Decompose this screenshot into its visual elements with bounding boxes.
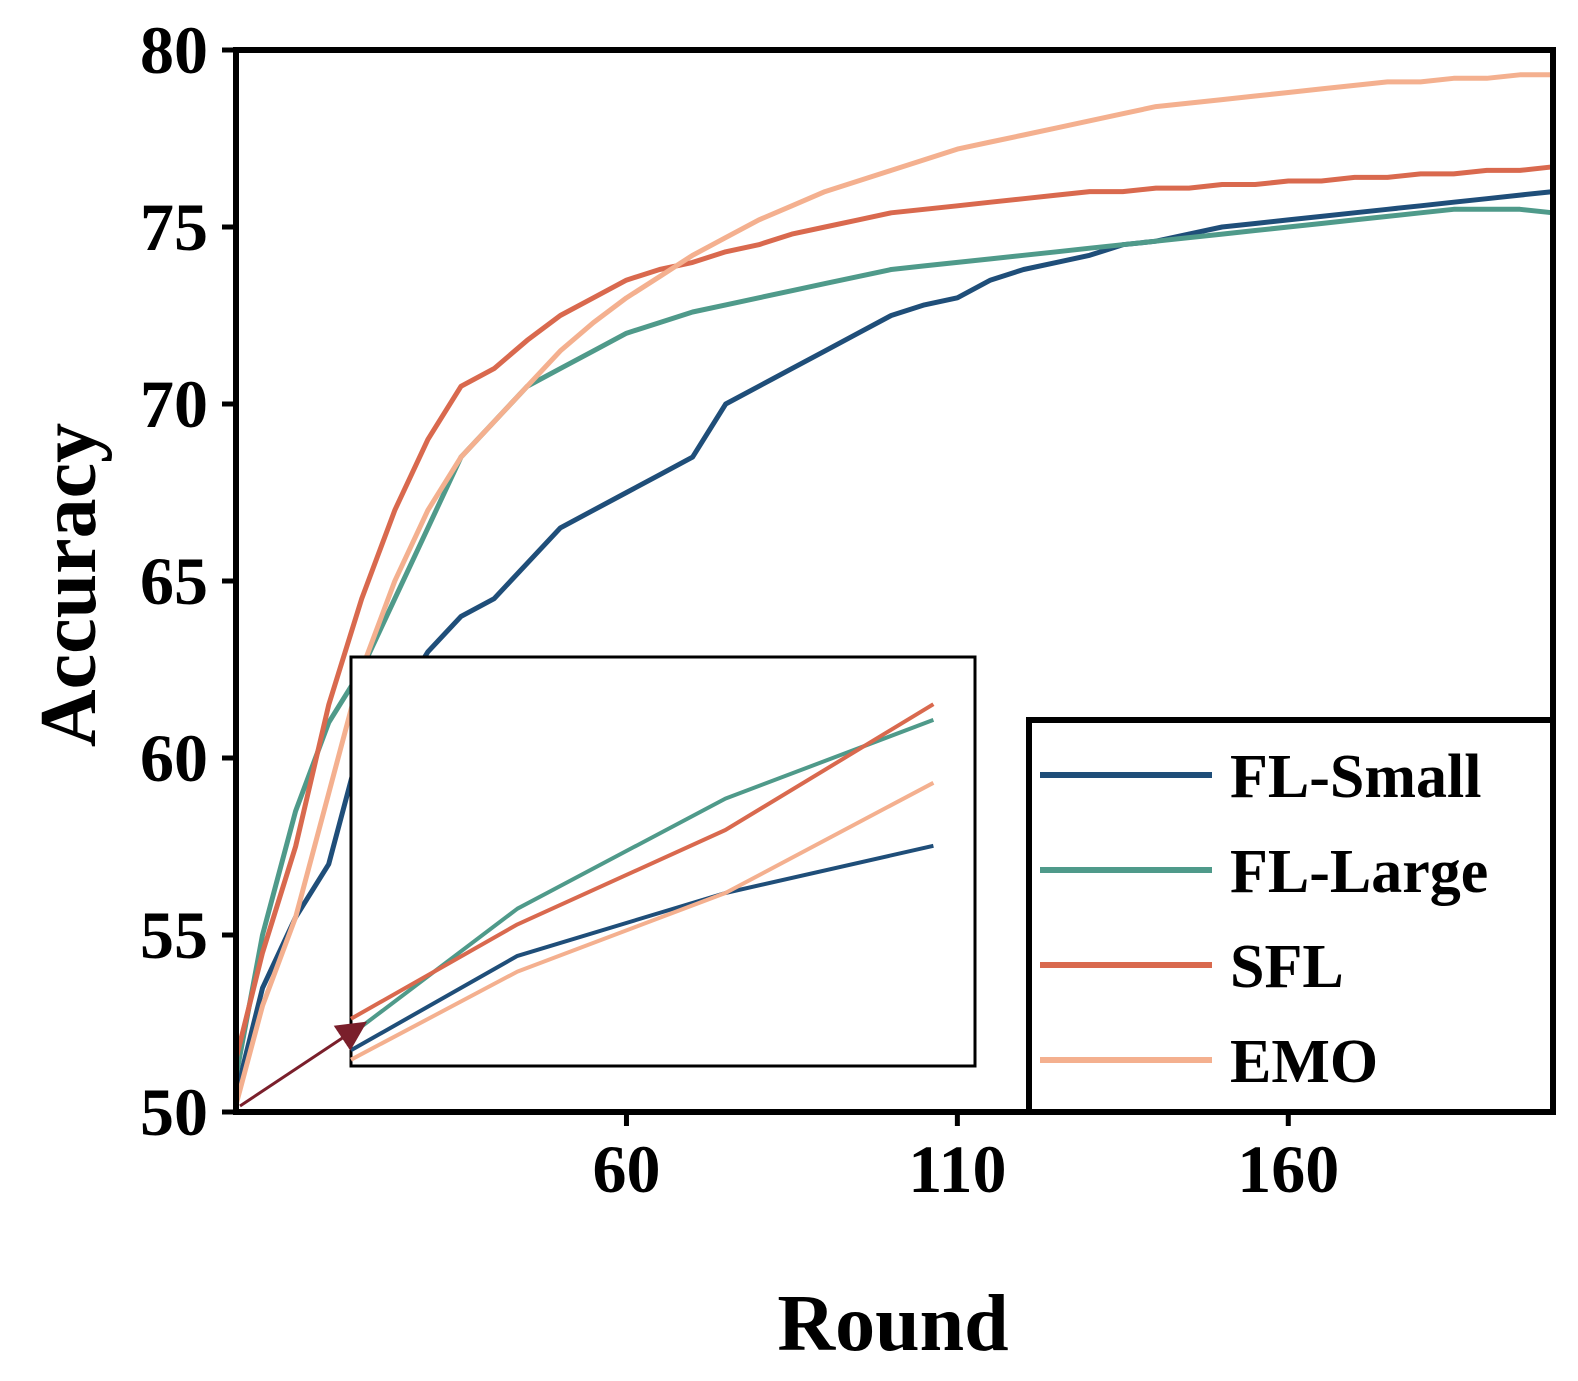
series-line-fl-large: [233, 206, 1554, 1078]
x-tick-label: 110: [908, 1131, 1006, 1207]
series-line-fl-small: [233, 189, 1554, 1095]
legend-box: [1026, 717, 1556, 1115]
legend-label: FL-Small: [1230, 743, 1481, 811]
y-tick-label: 70: [140, 366, 208, 442]
legend-label: EMO: [1230, 1028, 1378, 1096]
tick-labels: 50 55 60 65 70 75 80 60 110 160: [140, 12, 1339, 1207]
series-line-emo: [233, 72, 1553, 1106]
legend-label: FL-Large: [1230, 838, 1488, 906]
series-line-sfl: [233, 164, 1554, 1060]
y-axis-label: Accuracy: [25, 423, 113, 747]
legend: FL-Small FL-Large SFL EMO: [1026, 717, 1556, 1115]
x-axis-label: Round: [777, 1280, 1008, 1368]
x-tick-label: 160: [1237, 1131, 1339, 1207]
series-lines: [233, 72, 1554, 1106]
inset-line-emo: [350, 781, 935, 1062]
legend-label: SFL: [1230, 933, 1344, 1001]
inset-zoom: [239, 655, 977, 1108]
inset-line-sfl: [350, 702, 935, 1021]
y-tick-label: 75: [140, 189, 208, 265]
y-tick-label: 60: [140, 720, 208, 796]
y-tick-label: 50: [140, 1074, 208, 1150]
y-tick-label: 80: [140, 12, 208, 88]
x-tick-label: 60: [592, 1131, 660, 1207]
y-tick-label: 65: [140, 543, 208, 619]
inset-line-fl-small: [350, 843, 934, 1053]
inset-arrow: [239, 1021, 367, 1108]
inset-frame: [349, 655, 977, 1068]
y-tick-label: 55: [140, 897, 208, 973]
